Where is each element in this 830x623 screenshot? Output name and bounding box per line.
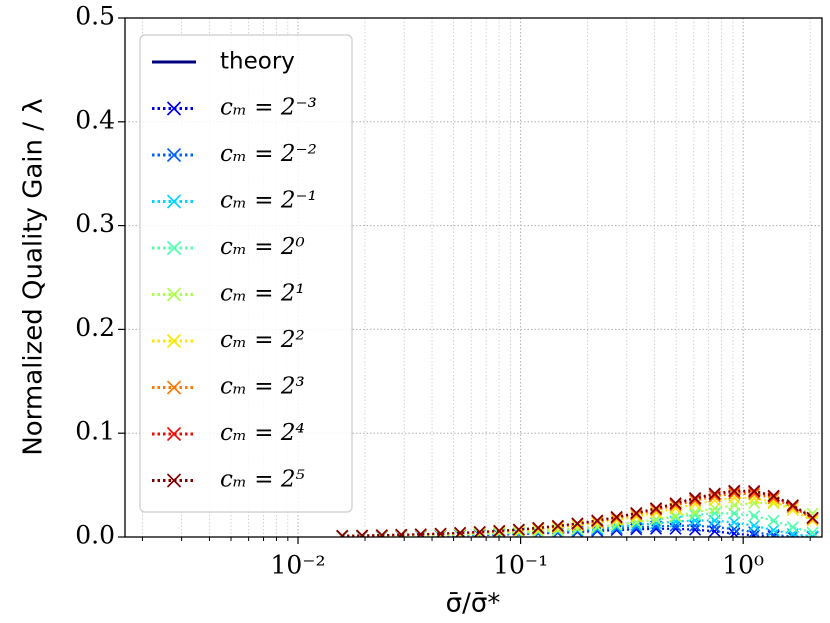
y-tick-label: 0.5	[75, 2, 115, 31]
marker	[728, 516, 741, 529]
x-tick-label: 10⁰	[722, 551, 764, 580]
legend-label: cₘ = 2⁰	[220, 234, 305, 260]
marker	[649, 502, 663, 515]
marker	[414, 528, 427, 537]
marker	[689, 492, 702, 505]
marker	[748, 487, 761, 501]
marker	[356, 529, 369, 537]
marker	[767, 524, 780, 537]
marker	[532, 525, 545, 537]
y-axis-label: Normalized Quality Gain / λ	[19, 98, 49, 455]
marker	[669, 497, 682, 510]
marker	[708, 487, 721, 500]
legend-label: cₘ = 2²	[220, 327, 305, 353]
y-tick-label: 0.0	[75, 521, 115, 550]
legend-label: cₘ = 2⁻²	[220, 141, 317, 167]
marker	[728, 484, 741, 497]
axes-frame	[124, 17, 823, 538]
legend-label: cₘ = 2⁵	[220, 467, 305, 493]
marker	[166, 473, 182, 488]
marker	[395, 528, 408, 537]
marker	[336, 529, 349, 537]
legend-label: cₘ = 2³	[220, 374, 305, 400]
marker	[512, 523, 525, 536]
legend-label: theory	[220, 49, 295, 75]
marker	[748, 496, 761, 510]
y-tick-label: 0.1	[75, 417, 115, 446]
marker	[786, 521, 799, 534]
marker	[166, 287, 182, 302]
marker	[689, 519, 702, 532]
legend-label: cₘ = 2¹	[220, 281, 305, 307]
marker	[473, 527, 486, 537]
marker	[649, 522, 663, 535]
marker	[166, 426, 182, 442]
legend-label: cₘ = 2⁻³	[220, 95, 317, 121]
marker	[166, 101, 182, 116]
marker	[551, 524, 564, 537]
marker	[806, 511, 819, 524]
y-tick-label: 0.2	[75, 313, 115, 342]
marker	[689, 494, 702, 507]
marker	[375, 529, 388, 537]
legend: theory cₘ = 2⁻³ cₘ = 2⁻² cₘ = 2⁻¹ cₘ = 2⁰ cₘ …	[139, 34, 353, 513]
marker	[610, 514, 623, 527]
marker	[571, 519, 584, 532]
marker	[571, 517, 584, 530]
marker	[473, 525, 486, 537]
marker	[748, 509, 761, 522]
marker	[689, 498, 702, 511]
marker	[166, 380, 182, 395]
marker	[689, 508, 702, 521]
marker	[669, 502, 682, 515]
marker	[786, 499, 799, 512]
marker	[669, 499, 682, 512]
marker	[532, 521, 545, 534]
marker	[166, 240, 182, 256]
legend-label: cₘ = 2⁴	[220, 420, 305, 446]
marker	[591, 514, 604, 527]
marker	[649, 504, 663, 517]
marker	[728, 487, 741, 500]
y-tick-label: 0.3	[75, 209, 115, 238]
marker	[591, 516, 604, 530]
marker	[748, 484, 761, 497]
marker	[166, 333, 182, 349]
marker	[669, 511, 682, 524]
x-tick-label: 10⁻²	[270, 551, 325, 580]
marker	[493, 524, 506, 537]
y-tick-label: 0.4	[75, 105, 115, 134]
legend-label: cₘ = 2⁻¹	[220, 188, 317, 214]
plot-area	[336, 484, 819, 537]
axes: 10⁻² 10⁻¹ 10⁰ 0.0 0.1 0.2 0.3 0.4 0.5	[75, 2, 811, 580]
marker	[649, 506, 663, 519]
x-axis-label: σ̄/σ̄*	[446, 589, 501, 619]
marker	[630, 506, 643, 519]
marker	[434, 527, 447, 537]
marker	[786, 501, 799, 514]
marker	[166, 147, 182, 163]
x-tick-label: 10⁻¹	[493, 551, 548, 580]
marker	[551, 519, 564, 532]
marker	[748, 519, 761, 532]
marker	[166, 194, 182, 209]
marker	[767, 489, 780, 502]
marker	[610, 510, 623, 524]
marker	[806, 526, 819, 537]
marker	[767, 514, 780, 527]
